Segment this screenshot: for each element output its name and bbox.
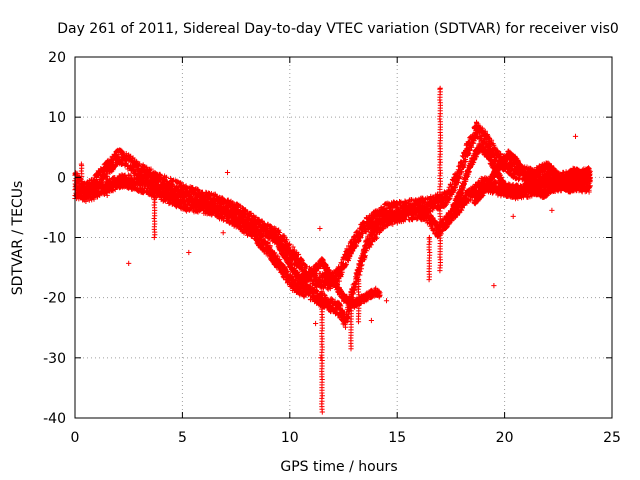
y-axis-ticks: -40 -30 -20 -10 0 10 20 [43,50,612,427]
x-axis-label: GPS time / hours [280,459,397,475]
y-tick-label: -20 [43,291,66,307]
scatter-spike-2 [348,289,354,352]
x-tick-label: 25 [603,430,621,446]
y-tick-label: 0 [57,170,66,186]
scatter-spike-3 [151,189,158,241]
y-tick-label: 10 [48,110,66,126]
y-tick-label: -30 [43,351,66,367]
scatter-point [317,225,323,232]
scatter-band-band-wave-3 [471,148,589,207]
scatter-point [572,133,579,139]
scatter-point [491,283,497,289]
scatter-point [549,207,555,213]
y-tick-label: -40 [43,411,66,427]
scatter-point [318,355,324,361]
x-tick-label: 15 [388,430,406,446]
chart-title: Day 261 of 2011, Sidereal Day-to-day VTE… [57,21,619,37]
scatter-point [368,317,374,324]
scatter-point [186,249,192,256]
y-axis-label: SDTVAR / TECUs [10,181,26,296]
scatter-spike-6 [355,277,362,325]
scatter-point [224,169,231,176]
data-series [72,85,593,415]
x-tick-label: 20 [496,430,514,446]
scatter-point [403,204,409,210]
y-tick-label: 20 [48,50,66,66]
x-tick-label: 0 [71,430,80,446]
x-axis-ticks: 0 5 10 15 20 25 [71,57,621,446]
scatter-spike-4 [104,159,111,198]
scatter-point [383,298,390,304]
scatter-spike-7 [426,234,433,283]
x-tick-label: 10 [281,430,299,446]
scatter-spike-5 [78,161,85,198]
y-tick-label: -10 [43,231,66,247]
scatter-spike-0 [437,85,444,274]
scatter-point [510,213,516,219]
scatter-point [313,320,319,327]
scatter-point [220,230,226,236]
scatter-point [126,260,132,266]
x-tick-label: 5 [178,430,187,446]
